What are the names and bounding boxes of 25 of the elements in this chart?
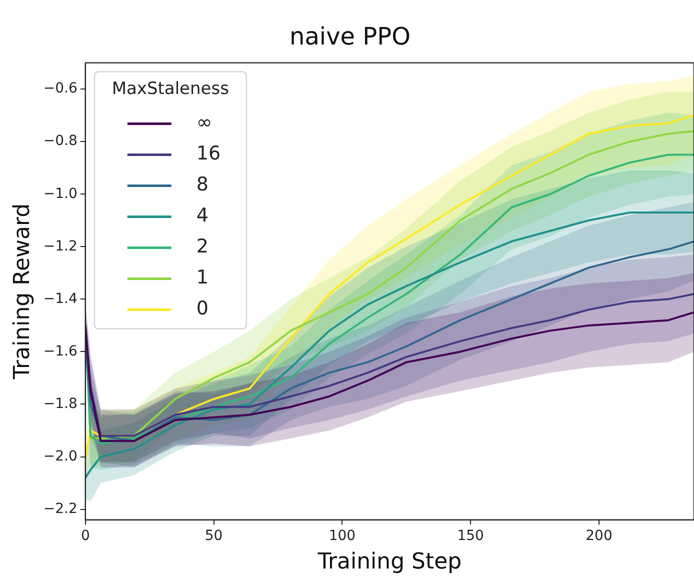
y-tick-label: −1.0 <box>43 186 78 202</box>
legend-label: 8 <box>196 174 208 196</box>
legend-label: 4 <box>196 204 208 227</box>
legend-label: 0 <box>196 298 208 320</box>
legend-label: ∞ <box>196 112 212 134</box>
legend-label: 1 <box>196 266 208 289</box>
legend-label: 2 <box>196 236 208 258</box>
x-tick-label: 150 <box>457 528 484 544</box>
x-axis-title: Training Step <box>316 550 462 575</box>
y-tick-label: −1.4 <box>43 290 78 307</box>
y-tick-label: −2.0 <box>43 448 78 464</box>
chart-title: naive PPO <box>289 22 411 51</box>
legend-label: 16 <box>196 142 221 165</box>
y-tick-label: −0.6 <box>43 80 78 97</box>
y-tick-label: −1.2 <box>43 238 78 254</box>
x-tick-label: 200 <box>586 528 612 544</box>
y-tick-label: −1.6 <box>43 343 78 360</box>
x-tick-label: 100 <box>328 528 356 544</box>
x-tick-label: 0 <box>80 528 90 544</box>
legend-title: MaxStaleness <box>112 79 230 100</box>
y-tick-label: −0.8 <box>43 133 78 150</box>
y-axis-title: Training Reward <box>10 203 35 380</box>
y-tick-label: −2.2 <box>43 500 78 517</box>
x-tick-label: 50 <box>204 528 223 544</box>
y-tick-label: −1.8 <box>43 396 78 412</box>
